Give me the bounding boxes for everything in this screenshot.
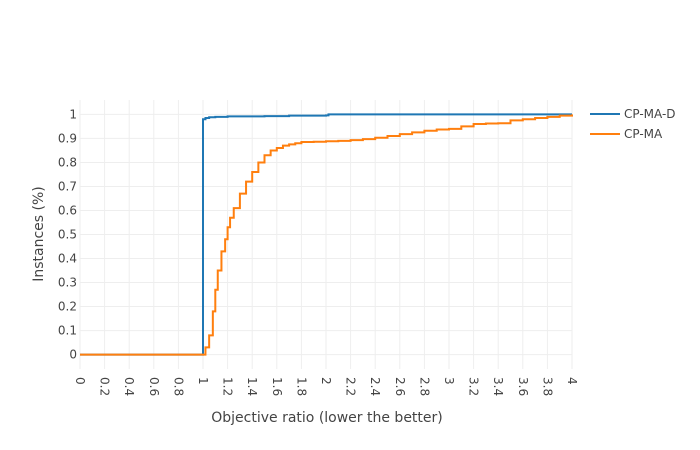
x-axis-ticks: 0 0.2 0.4 0.6 0.8 1 1.2 1.4 1.6 1.8 2 2.2 2.4 2.6 2.8 3… xyxy=(73,377,579,396)
x-tick-label: 1.4 xyxy=(245,377,259,396)
y-tick-label: 0 xyxy=(69,348,77,362)
y-tick-label: 0.5 xyxy=(58,228,77,242)
x-tick-label: 4 xyxy=(565,377,579,385)
x-tick-label: 0.4 xyxy=(122,377,136,396)
x-tick-label: 3 xyxy=(442,377,456,385)
x-tick-label: 1 xyxy=(196,377,210,385)
x-tick-label: 0.2 xyxy=(98,377,112,396)
y-tick-label: 0.9 xyxy=(58,131,77,145)
y-tick-label: 0.6 xyxy=(58,203,77,217)
y-tick-label: 0.1 xyxy=(58,324,77,338)
y-tick-label: 1 xyxy=(69,107,77,121)
x-tick-label: 2 xyxy=(319,377,333,385)
y-tick-label: 0.2 xyxy=(58,300,77,314)
x-tick-label: 1.8 xyxy=(294,377,308,396)
y-tick-label: 0.7 xyxy=(58,179,77,193)
x-tick-label: 0.8 xyxy=(171,377,185,396)
x-tick-label: 3.4 xyxy=(491,377,505,396)
x-axis-title: Objective ratio (lower the better) xyxy=(211,410,443,426)
y-axis-ticks: 0 0.1 0.2 0.3 0.4 0.5 0.6 0.7 0.8 0.9 1 xyxy=(58,107,77,361)
x-tick-label: 2.6 xyxy=(393,377,407,396)
legend-item-cp-ma[interactable]: CP-MA xyxy=(590,127,663,141)
legend-label: CP-MA-D xyxy=(624,107,676,121)
x-tick-label: 1.2 xyxy=(221,377,235,396)
x-tick-label: 3.2 xyxy=(467,377,481,396)
y-tick-label: 0.8 xyxy=(58,155,77,169)
legend[interactable]: CP-MA-D CP-MA xyxy=(590,107,676,141)
y-tick-label: 0.3 xyxy=(58,276,77,290)
legend-item-cp-ma-d[interactable]: CP-MA-D xyxy=(590,107,676,121)
legend-label: CP-MA xyxy=(624,127,663,141)
x-tick-label: 1.6 xyxy=(270,377,284,396)
x-tick-label: 2.8 xyxy=(417,377,431,396)
x-tick-label: 2.2 xyxy=(344,377,358,396)
y-tick-label: 0.4 xyxy=(58,252,77,266)
x-tick-label: 3.6 xyxy=(516,377,530,396)
x-tick-label: 2.4 xyxy=(368,377,382,396)
x-tick-label: 3.8 xyxy=(540,377,554,396)
x-tick-label: 0 xyxy=(73,377,87,385)
y-axis-title: Instances (%) xyxy=(31,186,47,282)
x-tick-label: 0.6 xyxy=(147,377,161,396)
